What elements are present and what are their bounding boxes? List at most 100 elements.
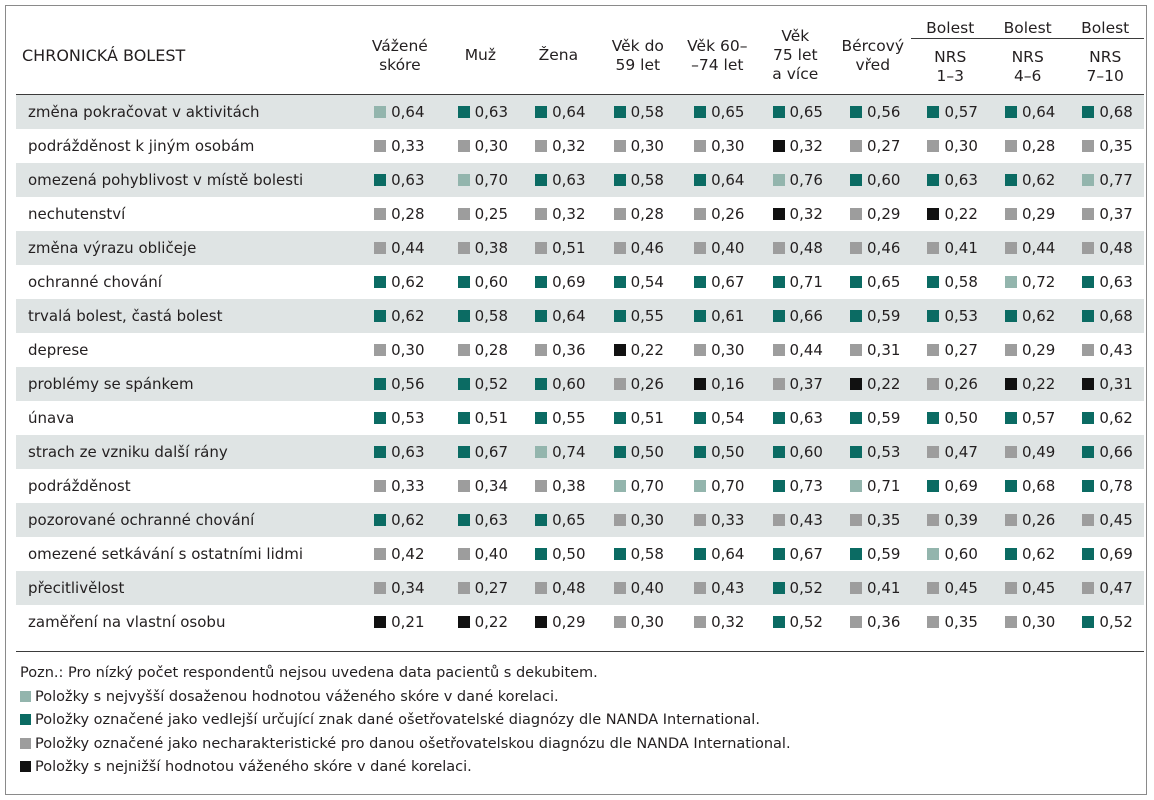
color-marker-gray <box>374 344 387 356</box>
table-cell: 0,53 <box>911 299 989 333</box>
table-cell: 0,33 <box>678 503 757 537</box>
header-line: 4–6 <box>1013 66 1042 85</box>
table-row: přecitlivělost 0,34 0,27 0,48 0,40 0,43 0,52 0,… <box>16 571 1144 605</box>
color-marker-gray <box>927 446 940 458</box>
color-marker-teal <box>927 174 940 186</box>
table-cell: 0,74 <box>519 435 598 469</box>
cell-value: 0,34 <box>474 477 509 495</box>
table-cell: 0,50 <box>911 401 988 435</box>
table-cell: 0,40 <box>442 537 519 571</box>
table-cell: 0,70 <box>598 469 678 503</box>
cell-value: 0,53 <box>944 307 978 325</box>
cell-value: 0,40 <box>474 545 509 563</box>
cell-value: 0,48 <box>552 579 586 597</box>
cell-value: 0,63 <box>1099 273 1133 291</box>
color-marker-black <box>772 208 785 220</box>
color-marker-gray <box>850 582 863 594</box>
cell-value: 0,28 <box>391 205 425 223</box>
table-cell: 0,43 <box>1066 333 1144 367</box>
cell-value: 0,50 <box>944 409 978 427</box>
table-cell: 0,53 <box>358 401 442 435</box>
color-marker-teal <box>1004 480 1017 492</box>
column-header: NRS 4–6 <box>988 38 1067 95</box>
table-cell: 0,50 <box>678 435 757 469</box>
cell-value: 0,30 <box>630 613 664 631</box>
cell-value: 0,64 <box>711 171 745 189</box>
cell-value: 0,27 <box>867 137 901 155</box>
cell-value: 0,35 <box>867 511 901 529</box>
table-cell: 0,60 <box>911 537 988 571</box>
color-marker-gray <box>694 514 707 526</box>
legend: Položky s nejvyšší dosaženou hodnotou vá… <box>20 686 791 780</box>
column-header: NRS 7–10 <box>1066 38 1144 95</box>
color-marker-gray <box>457 582 470 594</box>
table-cell: 0,68 <box>1066 94 1144 129</box>
header-line: Muž <box>464 46 497 64</box>
table-cell: 0,55 <box>519 401 597 435</box>
cell-value: 0,38 <box>474 239 509 257</box>
color-marker-teal <box>772 310 785 322</box>
table-cell: 0,28 <box>358 197 442 231</box>
color-marker-teal <box>694 276 707 288</box>
color-marker-teal <box>772 582 785 594</box>
table-cell: 0,57 <box>989 401 1066 435</box>
table-cell: 0,68 <box>1066 299 1144 333</box>
cell-value: 0,26 <box>711 205 745 223</box>
row-label: omezené setkávání s ostatními lidmi <box>28 545 304 563</box>
table-title: CHRONICKÁ BOLEST <box>16 17 359 95</box>
cell-value: 0,59 <box>867 307 901 325</box>
color-marker-teal <box>457 514 470 526</box>
table-cell: 0,45 <box>988 571 1067 605</box>
legend-text: Položky označené jako vedlejší určující … <box>35 712 760 729</box>
color-marker-teal <box>374 514 387 526</box>
cell-value: 0,43 <box>711 579 745 597</box>
header-line: Vážené <box>371 36 428 55</box>
color-marker-teal <box>613 106 626 118</box>
color-marker-teal <box>1082 310 1095 322</box>
legend-item: Položky s nejvyšší dosaženou hodnotou vá… <box>20 686 791 710</box>
color-marker-gray <box>694 616 707 628</box>
color-marker-gray <box>613 514 626 526</box>
cell-value: 0,44 <box>1021 239 1056 257</box>
cell-value: 0,59 <box>867 409 901 427</box>
cell-value: 0,65 <box>711 103 745 121</box>
row-label: podrážděnost <box>28 477 131 495</box>
table-cell: 0,40 <box>597 571 679 605</box>
cell-value: 0,69 <box>1099 545 1133 563</box>
cell-value: 0,67 <box>474 443 509 461</box>
cell-value: 0,34 <box>391 579 425 597</box>
color-marker-light <box>694 480 707 492</box>
cell-value: 0,60 <box>867 171 901 189</box>
cell-value: 0,16 <box>711 375 745 393</box>
cell-value: 0,62 <box>391 511 425 529</box>
cell-value: 0,48 <box>1099 239 1133 257</box>
cell-value: 0,26 <box>944 375 978 393</box>
color-marker-teal <box>1004 106 1017 118</box>
header-line: 75 let <box>772 46 818 64</box>
table-cell: 0,52 <box>757 605 834 639</box>
row-label: ochranné chování <box>28 273 162 291</box>
table-cell: 0,33 <box>358 129 442 163</box>
table-cell: 0,34 <box>358 571 442 605</box>
cell-value: 0,29 <box>1021 205 1056 223</box>
color-marker-teal <box>1082 276 1095 288</box>
table-cell: 0,59 <box>834 537 911 571</box>
cell-value: 0,51 <box>474 409 509 427</box>
cell-value: 0,68 <box>1099 103 1133 121</box>
table-cell: 0,29 <box>519 605 597 639</box>
cell-value: 0,46 <box>630 239 664 257</box>
table-cell: 0,22 <box>988 367 1067 401</box>
color-marker-gray <box>850 242 863 254</box>
color-marker-gray <box>850 208 863 220</box>
color-marker-teal <box>1004 310 1017 322</box>
cell-value: 0,50 <box>630 443 664 461</box>
color-marker-teal <box>374 446 387 458</box>
color-marker-gray <box>927 514 940 526</box>
table-cell: 0,64 <box>358 94 442 129</box>
table-cell: 0,69 <box>911 469 988 503</box>
cell-value: 0,32 <box>552 137 586 155</box>
cell-value: 0,51 <box>552 239 586 257</box>
color-marker-gray <box>374 208 387 220</box>
table-cell: 0,35 <box>911 605 988 639</box>
table-cell: 0,43 <box>756 503 835 537</box>
